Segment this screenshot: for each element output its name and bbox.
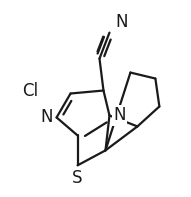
Text: Cl: Cl — [23, 82, 39, 99]
Text: N: N — [40, 109, 53, 126]
Text: N: N — [113, 106, 126, 125]
Text: S: S — [72, 169, 83, 187]
Text: N: N — [115, 13, 128, 31]
